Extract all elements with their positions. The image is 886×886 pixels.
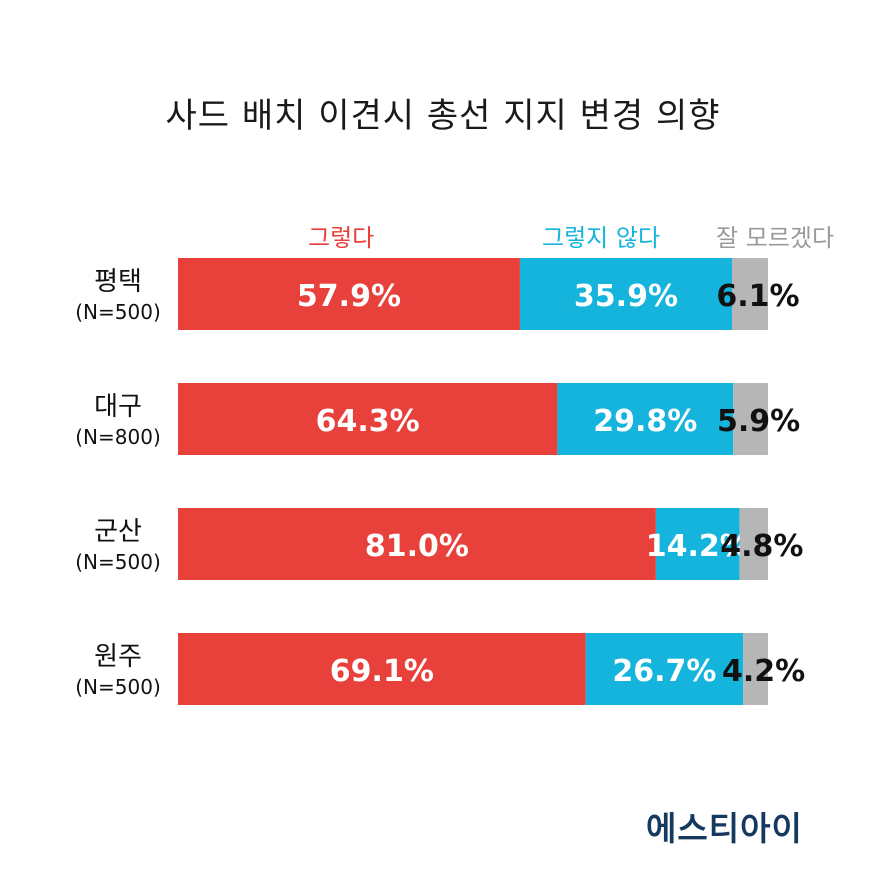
bar-unsure bbox=[731, 258, 768, 330]
bar-yes bbox=[178, 508, 656, 580]
sti-logo: 에스티아이 bbox=[646, 809, 803, 848]
legend-unsure: 잘 모르겠다 bbox=[716, 224, 835, 252]
bar-unsure bbox=[733, 383, 768, 455]
category-sample-size: (N=800) bbox=[75, 425, 161, 449]
bar-no bbox=[585, 633, 744, 705]
legend-yes: 그렇다 bbox=[308, 224, 375, 252]
bar-yes bbox=[178, 258, 520, 330]
category-sample-size: (N=500) bbox=[75, 550, 161, 574]
data-label-no: 29.8% bbox=[593, 404, 697, 439]
data-label-unsure: 4.8% bbox=[720, 529, 803, 564]
category-label: 대구 bbox=[94, 392, 142, 422]
data-label-unsure: 4.2% bbox=[722, 654, 805, 689]
data-label-yes: 81.0% bbox=[365, 529, 469, 564]
data-label-no: 14.2% bbox=[646, 529, 750, 564]
category-label: 원주 bbox=[94, 642, 142, 672]
bar-yes bbox=[178, 383, 558, 455]
data-label-yes: 69.1% bbox=[330, 654, 434, 689]
data-label-unsure: 6.1% bbox=[716, 279, 799, 314]
legend-no: 그렇지 않다 bbox=[542, 224, 661, 252]
category-sample-size: (N=500) bbox=[75, 675, 161, 699]
bar-no bbox=[557, 383, 734, 455]
data-label-unsure: 5.9% bbox=[717, 404, 800, 439]
category-label: 군산 bbox=[94, 517, 142, 547]
data-label-no: 35.9% bbox=[574, 279, 678, 314]
data-label-yes: 64.3% bbox=[316, 404, 420, 439]
chart-title: 사드 배치 이견시 총선 지지 변경 의향 bbox=[165, 96, 721, 136]
bar-no bbox=[655, 508, 740, 580]
category-sample-size: (N=500) bbox=[75, 300, 161, 324]
data-label-yes: 57.9% bbox=[297, 279, 401, 314]
category-label: 평택 bbox=[94, 267, 142, 297]
bar-no bbox=[519, 258, 732, 330]
bar-unsure bbox=[739, 508, 768, 580]
bar-yes bbox=[178, 633, 586, 705]
data-label-no: 26.7% bbox=[612, 654, 716, 689]
bar-unsure bbox=[743, 633, 768, 705]
